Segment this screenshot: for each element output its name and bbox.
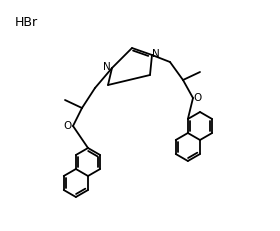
Text: N: N: [152, 49, 160, 59]
Text: O: O: [194, 93, 202, 103]
Text: O: O: [64, 121, 72, 131]
Text: HBr: HBr: [15, 15, 38, 28]
Text: N: N: [103, 62, 111, 72]
